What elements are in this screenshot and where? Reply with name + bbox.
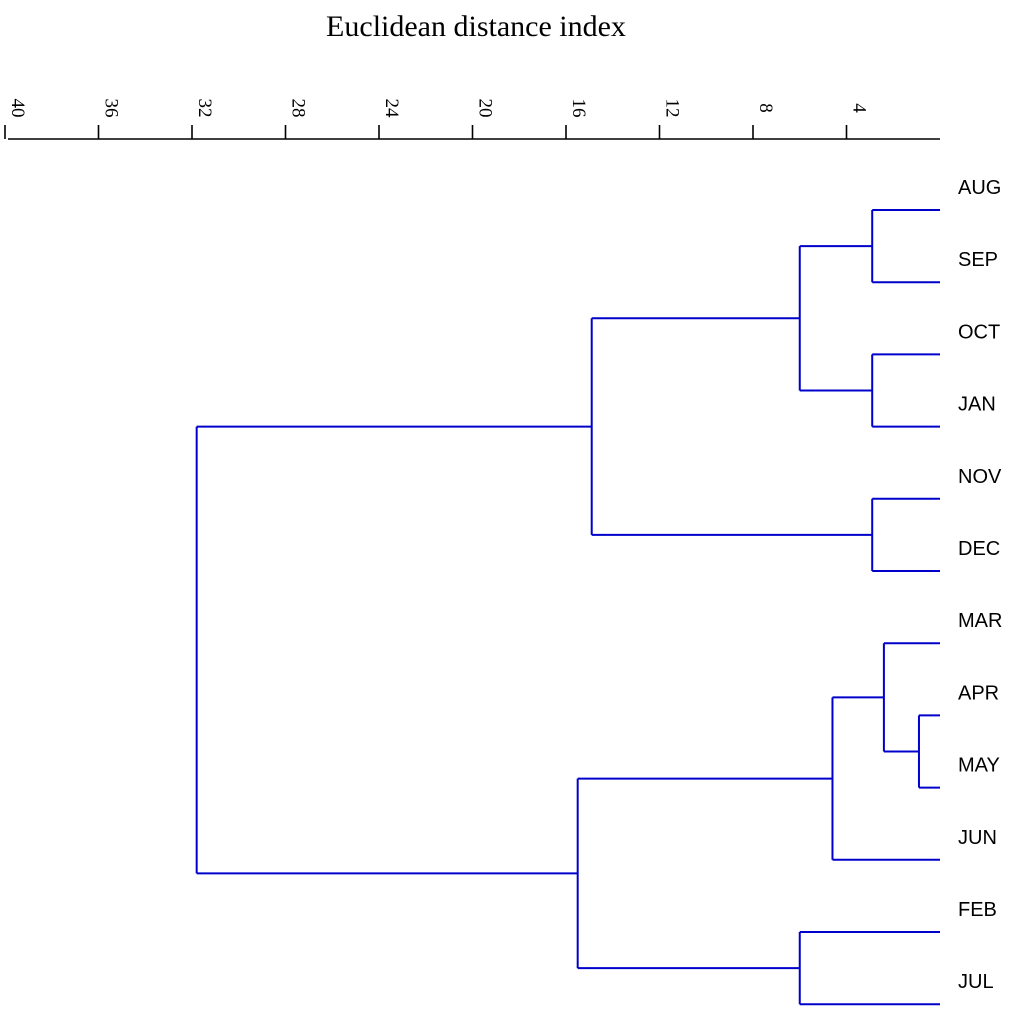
leaf-labels: AUG SEP OCT JAN NOV DEC MAR APR MAY JUN FEB JUL: [958, 177, 1002, 993]
leaf-label-dec: DEC: [958, 538, 1000, 560]
axis-tick-label: 20: [475, 99, 496, 118]
axis-tick-label: 32: [194, 99, 215, 118]
axis-tick-label: 8: [755, 103, 776, 113]
leaf-label-mar: MAR: [958, 610, 1002, 632]
axis-ticks: 40 36 32 28 24 20 16 12 8 4: [4, 99, 870, 139]
leaf-label-sep: SEP: [958, 249, 998, 271]
leaf-label-may: MAY: [958, 755, 1000, 777]
dendrogram-tree: [195, 209, 940, 1006]
axis-tick-label: 36: [101, 99, 122, 118]
axis-tick-label: 16: [568, 99, 589, 118]
axis-tick-label: 24: [381, 99, 402, 119]
leaf-label-apr: APR: [958, 682, 999, 704]
axis-tick-label: 4: [849, 103, 870, 113]
leaf-label-jan: JAN: [958, 394, 996, 416]
leaf-label-feb: FEB: [958, 899, 997, 921]
axis-tick-label: 40: [7, 99, 28, 118]
axis-tick-label: 12: [662, 99, 683, 118]
leaf-label-jul: JUL: [958, 971, 994, 993]
leaf-label-nov: NOV: [958, 466, 1002, 488]
axis-tick-label: 28: [288, 99, 309, 118]
chart-title: Euclidean distance index: [326, 10, 626, 43]
leaf-label-jun: JUN: [958, 827, 997, 849]
leaf-label-oct: OCT: [958, 321, 1000, 343]
leaf-label-aug: AUG: [958, 177, 1001, 199]
